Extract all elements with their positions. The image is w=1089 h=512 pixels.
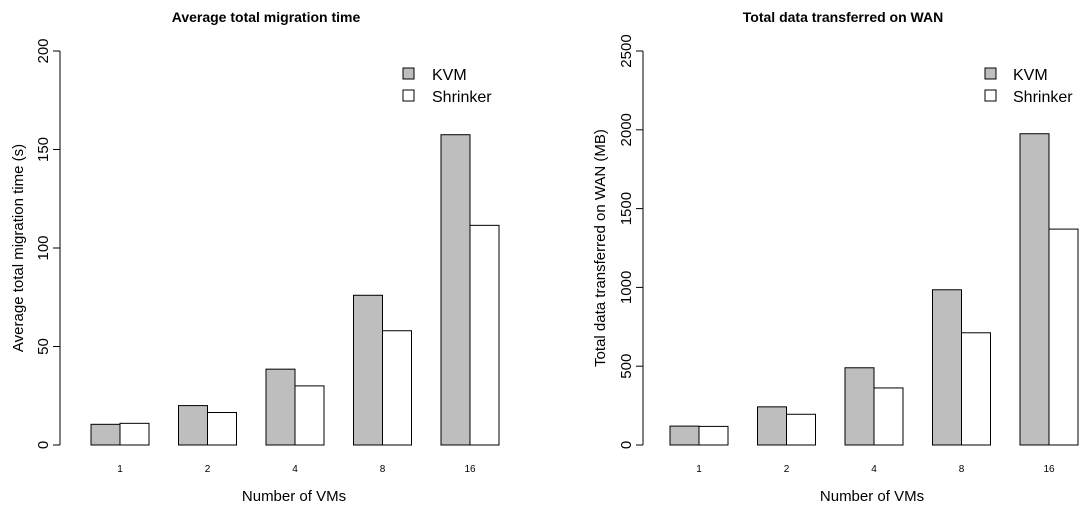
x-tick-label: 8 — [959, 464, 965, 475]
legend-label-shrinker: Shrinker — [1013, 89, 1073, 106]
bar-kvm-2 — [178, 405, 208, 446]
bar-shrinker-2 — [786, 413, 816, 446]
bar-shrinker-4 — [873, 387, 904, 446]
x-tick-label: 16 — [464, 464, 476, 475]
x-tick-label: 8 — [380, 464, 386, 475]
bar-kvm-8 — [932, 289, 962, 446]
x-tick-label: 4 — [292, 464, 298, 475]
y-tick-label: 0 — [618, 441, 635, 449]
chart-panel-migration-time: Average total migration time 0 50 100 150 20… — [10, 9, 500, 505]
y-tick-label: 2000 — [618, 113, 635, 146]
legend-label-kvm: KVM — [1013, 67, 1048, 84]
x-tick-label: 2 — [784, 464, 790, 475]
y-tick-label: 1500 — [618, 192, 635, 225]
bar-shrinker-16 — [469, 224, 500, 446]
legend-swatch-shrinker — [402, 89, 415, 102]
y-tick-label: 500 — [618, 354, 635, 379]
y-tick-label: 1000 — [618, 271, 635, 304]
y-tick-label: 100 — [35, 235, 52, 260]
bar-kvm-1 — [669, 425, 700, 446]
legend: KVM Shrinker — [984, 67, 1073, 106]
legend: KVM Shrinker — [402, 67, 492, 106]
x-tick-label: 1 — [696, 464, 702, 475]
y-axis-label: Average total migration time (s) — [10, 144, 27, 352]
y-tick-label: 2500 — [618, 34, 635, 67]
bar-shrinker-4 — [294, 385, 325, 446]
y-tick-label: 0 — [35, 441, 52, 449]
bar-shrinker-2 — [207, 411, 237, 446]
x-axis-label: Number of VMs — [820, 488, 924, 505]
bar-kvm-1 — [90, 423, 121, 446]
bar-kvm-16 — [440, 134, 471, 446]
legend-swatch-kvm — [402, 67, 415, 80]
bar-kvm-4 — [265, 368, 296, 446]
chart-title: Average total migration time — [172, 9, 361, 25]
bar-shrinker-16 — [1048, 228, 1079, 446]
bar-kvm-16 — [1019, 133, 1050, 446]
y-tick-label: 150 — [35, 137, 52, 162]
x-tick-label: 1 — [117, 464, 123, 475]
bar-kvm-8 — [353, 294, 383, 446]
bar-shrinker-8 — [961, 332, 991, 446]
y-tick-label: 50 — [35, 338, 52, 355]
legend-label-shrinker: Shrinker — [432, 89, 492, 106]
y-tick-label: 200 — [35, 38, 52, 63]
bar-kvm-2 — [757, 406, 787, 446]
x-tick-label: 4 — [871, 464, 877, 475]
x-axis-label: Number of VMs — [242, 488, 346, 505]
legend-label-kvm: KVM — [432, 67, 467, 84]
chart-panel-data-transferred: Total data transferred on WAN 0 500 1000 15… — [592, 9, 1079, 505]
bar-shrinker-8 — [382, 330, 412, 446]
legend-swatch-kvm — [984, 67, 997, 80]
x-tick-label: 16 — [1043, 464, 1055, 475]
legend-swatch-shrinker — [984, 89, 997, 102]
bar-shrinker-1 — [698, 425, 729, 446]
y-axis-label: Total data transferred on WAN (MB) — [592, 129, 609, 367]
x-tick-label: 2 — [205, 464, 211, 475]
bar-kvm-4 — [844, 367, 875, 446]
bar-shrinker-1 — [119, 422, 150, 446]
chart-title: Total data transferred on WAN — [743, 9, 943, 25]
